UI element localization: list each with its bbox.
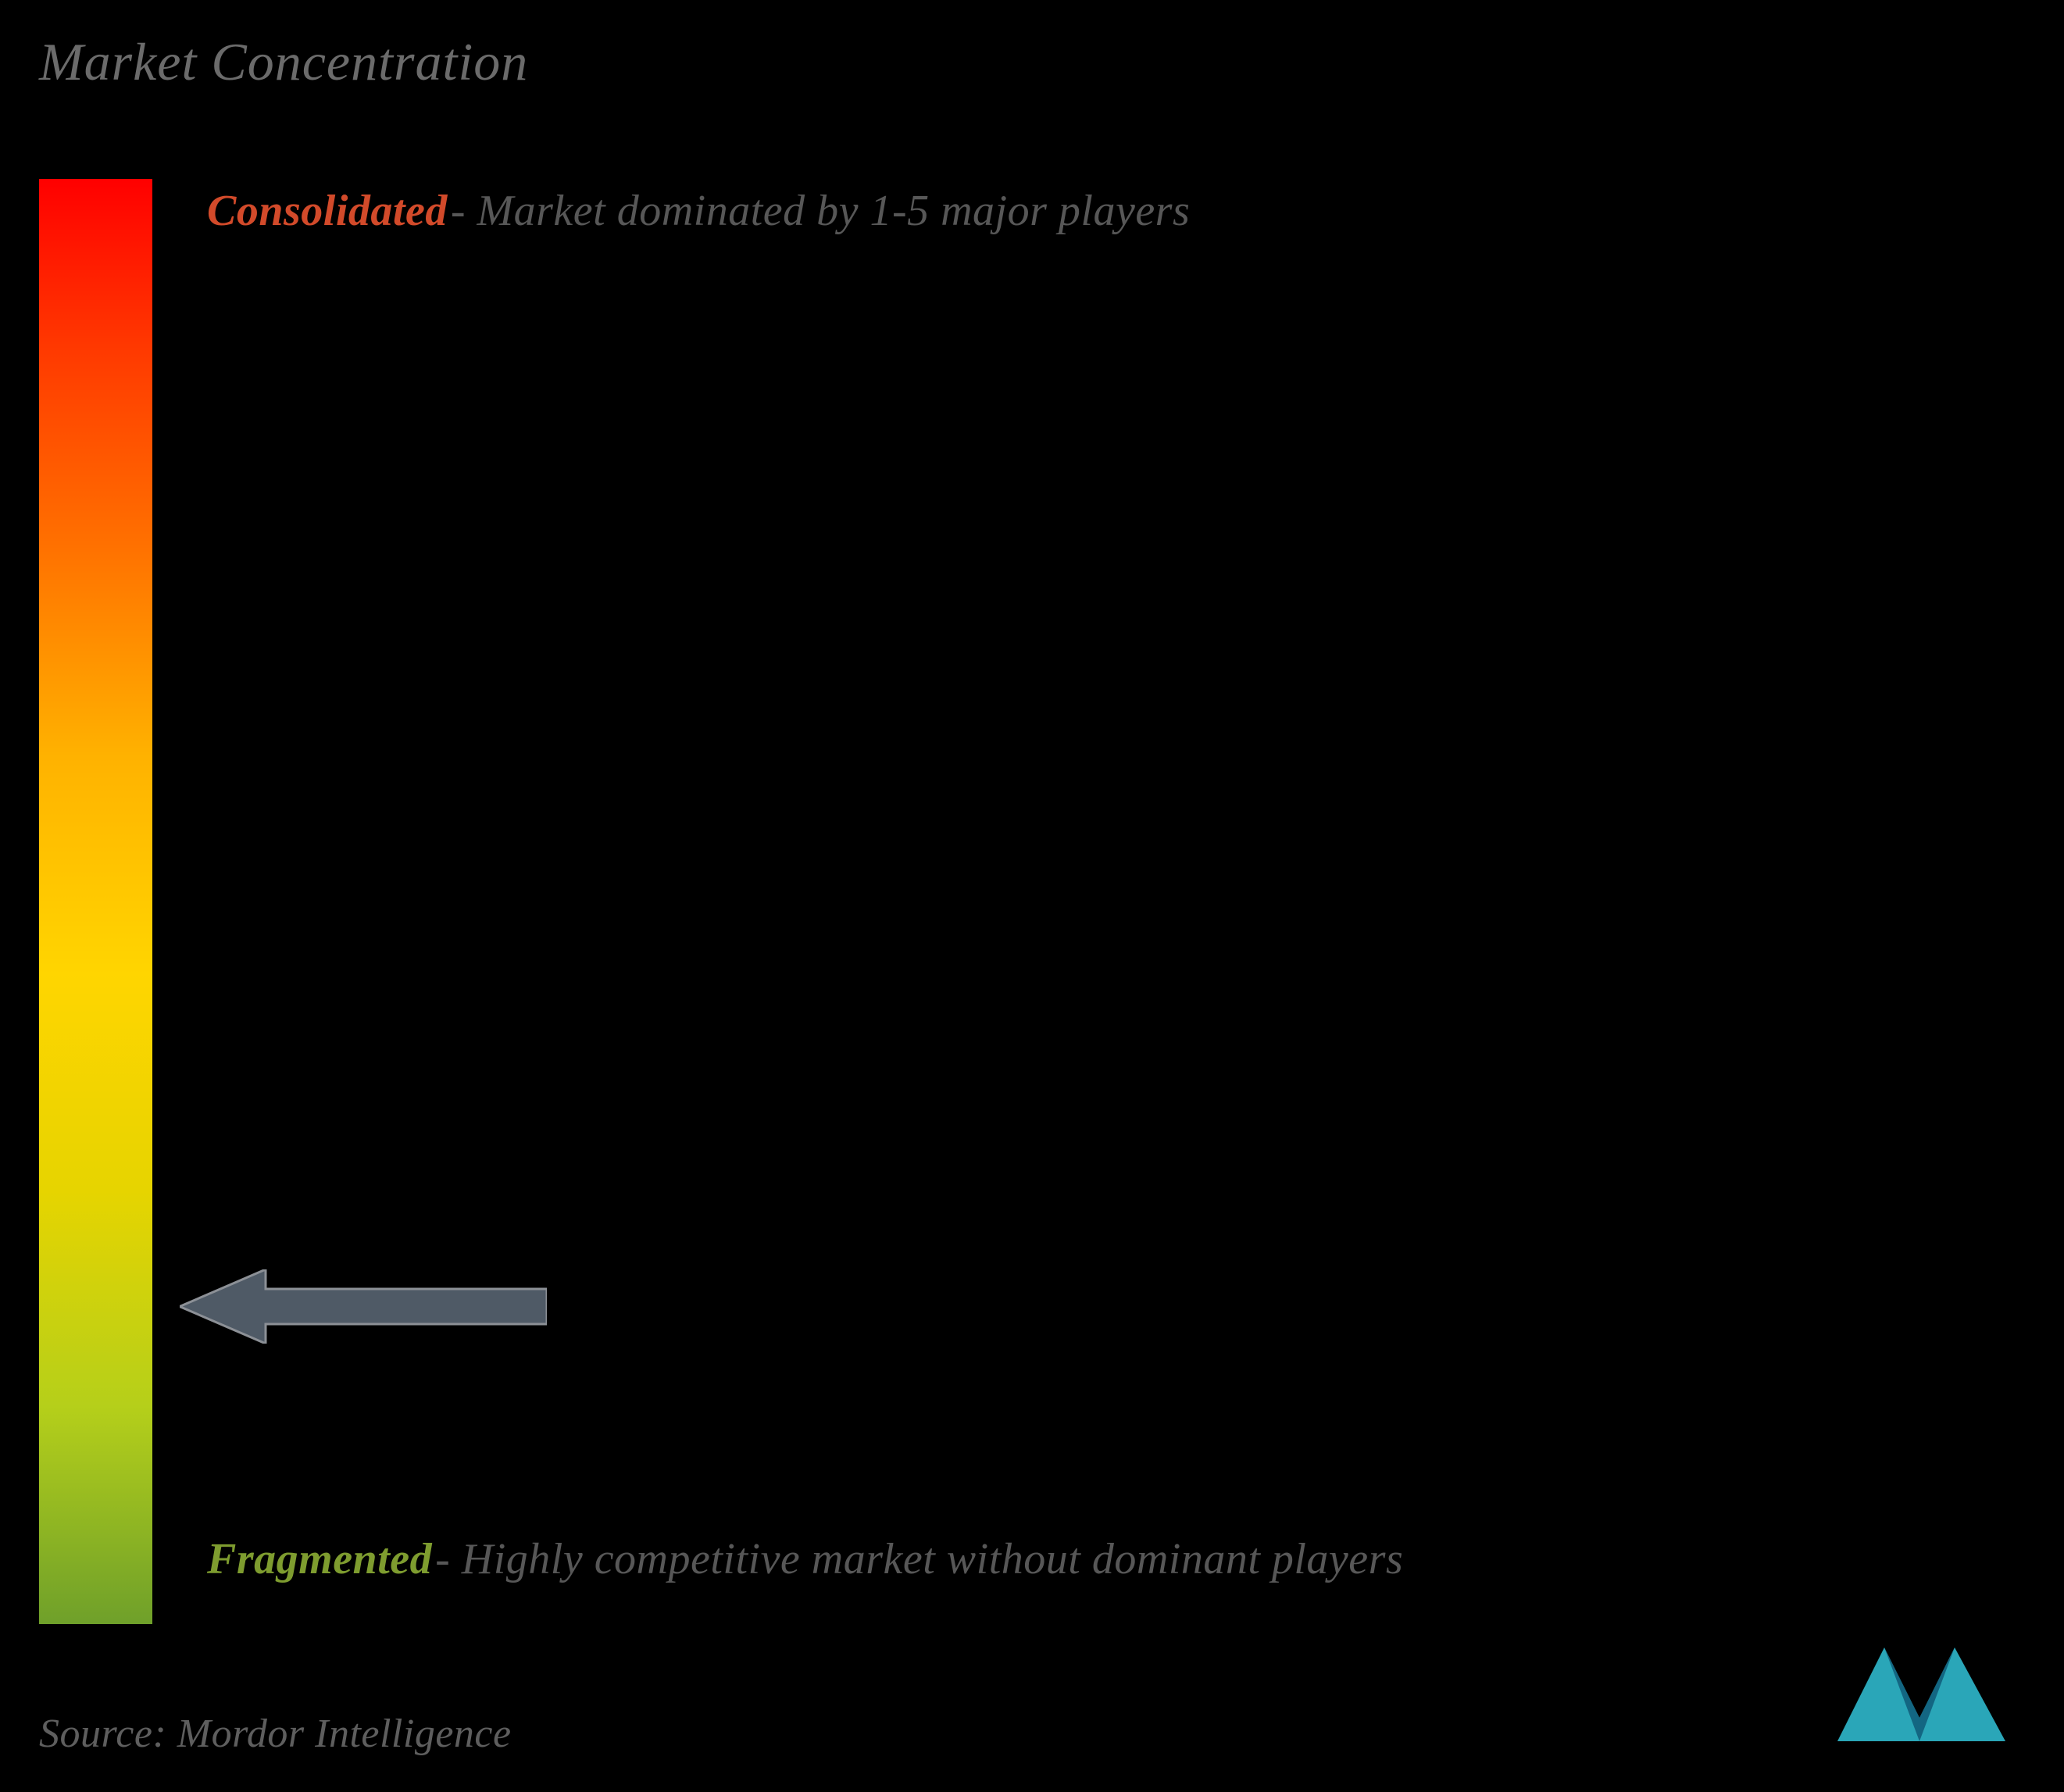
infographic-container: Market Concentration Consolidated - Mark… [0, 0, 2064, 1792]
arrow-left-icon [180, 1269, 547, 1344]
gradient-bar [39, 179, 152, 1624]
consolidated-term: Consolidated [207, 187, 448, 235]
consolidated-label: Consolidated - Market dominated by 1-5 m… [207, 171, 1994, 252]
consolidated-desc: - Market dominated by 1-5 major players [451, 187, 1190, 235]
source-attribution: Source: Mordor Intelligence [39, 1711, 512, 1757]
scale-labels: Consolidated - Market dominated by 1-5 m… [207, 179, 2025, 1624]
logo-icon [1830, 1636, 2013, 1745]
concentration-scale: Consolidated - Market dominated by 1-5 m… [39, 179, 2025, 1624]
fragmented-desc: - Highly competitive market without domi… [435, 1535, 1403, 1583]
brand-logo [1830, 1636, 2013, 1749]
fragmented-label: Fragmented - Highly competitive market w… [207, 1519, 1994, 1601]
page-title: Market Concentration [39, 31, 2025, 93]
fragmented-term: Fragmented [207, 1535, 432, 1583]
position-indicator [180, 1269, 547, 1344]
